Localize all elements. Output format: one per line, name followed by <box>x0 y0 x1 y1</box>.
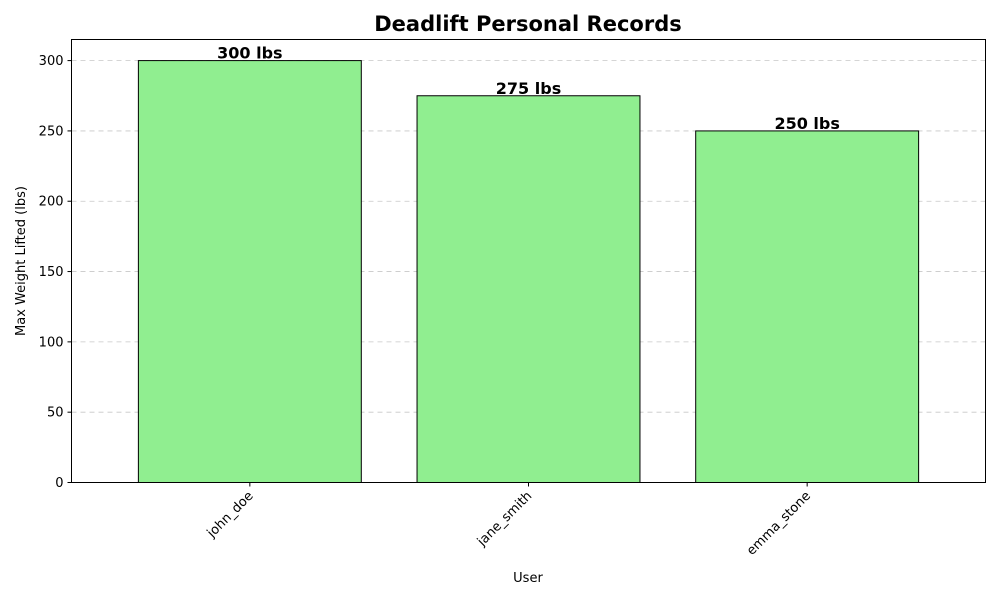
x-axis-ticks: john_doe jane_smith emma_stone <box>204 482 814 559</box>
bar-john_doe <box>137 60 362 483</box>
y-tick-label: 50 <box>47 406 64 421</box>
y-tick-label: 150 <box>39 265 64 280</box>
y-tick-label: 100 <box>39 335 64 350</box>
data-labels: 300 lbs 275 lbs 250 lbs <box>217 44 840 133</box>
y-axis-label: Max Weight Lifted (lbs) <box>14 186 29 336</box>
chart-title: Deadlift Personal Records <box>374 12 681 36</box>
y-tick-label: 200 <box>39 195 64 210</box>
y-tick-label: 300 <box>39 54 64 69</box>
data-label: 275 lbs <box>496 79 561 98</box>
data-label: 250 lbs <box>774 114 839 133</box>
x-tick-label: john_doe <box>204 489 257 542</box>
x-axis-label: User <box>513 571 543 586</box>
bars <box>137 60 920 484</box>
y-tick-label: 250 <box>39 124 64 139</box>
y-tick-label: 0 <box>55 476 63 491</box>
x-tick-label: emma_stone <box>744 489 814 559</box>
x-tick-label: jane_smith <box>474 489 535 550</box>
y-axis-ticks: 0 50 100 150 200 250 300 <box>39 54 72 491</box>
bar-jane_smith <box>416 95 641 483</box>
data-label: 300 lbs <box>217 44 282 63</box>
bar-emma_stone <box>695 130 920 484</box>
